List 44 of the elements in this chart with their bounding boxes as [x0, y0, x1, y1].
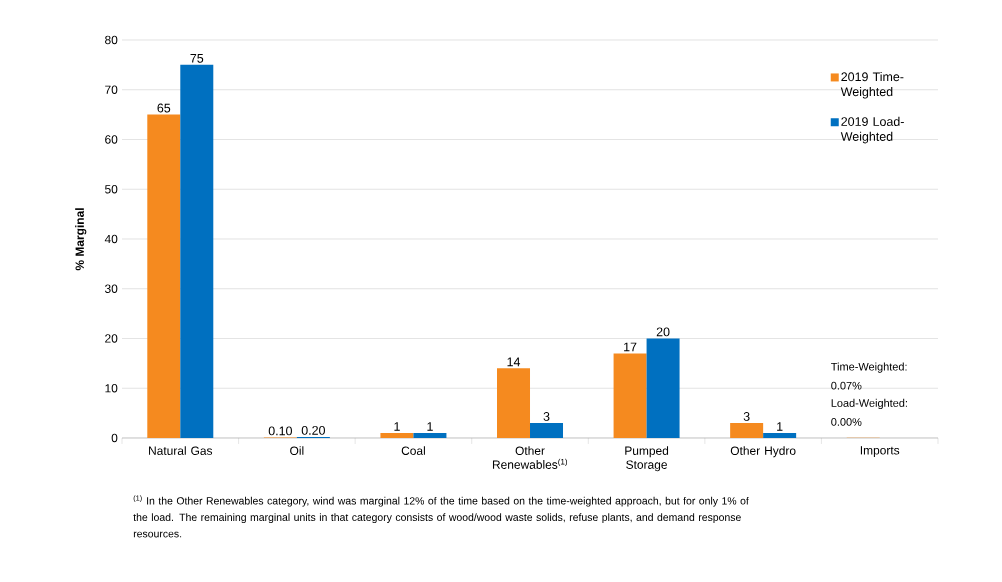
bar: [613, 353, 647, 438]
bar: [497, 368, 531, 438]
x-tick-label: Pumped Storage: [625, 446, 669, 472]
y-tick-label: 60: [105, 135, 118, 144]
y-tick-label: 0: [111, 433, 118, 443]
text: $^{(1)}$ In the Other Renewables category, wind was marginal 12% of the time based on the time-weighted approach, but for only 1% of the load. The remaining marginal units in that category consists of wood/wood waste solids, refuse plants, and demand response resources.: [133, 495, 749, 538]
bar: [763, 433, 797, 438]
x-tick-label: Natural Gas: [149, 446, 213, 455]
data-label: 3: [543, 412, 550, 421]
data-label: 75: [190, 53, 204, 63]
data-label: 20: [656, 327, 670, 337]
y-tick-label: 50: [105, 185, 118, 194]
data-label: 65: [157, 103, 171, 113]
y-tick-label: 70: [105, 85, 118, 94]
x-tick-label: Other Renewables$^{(1)}$: [492, 446, 568, 469]
y-tick-label: 20: [105, 334, 118, 343]
data-label: 14: [507, 357, 521, 367]
data-label: 1: [427, 422, 433, 431]
y-axis-title: % Marginal: [75, 208, 87, 271]
legend-label: 2019 Time-Weighted: [840, 72, 904, 99]
x-tick-label: Coal: [401, 446, 425, 455]
y-tick-label: 80: [105, 35, 118, 45]
data-label: 0.20: [301, 425, 325, 435]
x-tick-label: Other Hydro: [730, 446, 796, 458]
bar: [646, 338, 680, 438]
y-tick-label: 30: [104, 284, 118, 293]
legend-label: 2019 Load-Weighted: [840, 116, 904, 144]
y-tick-label: 10: [105, 384, 118, 393]
data-label: 1: [394, 422, 400, 431]
data-label: 1: [777, 422, 783, 431]
data-label: 17: [624, 342, 637, 352]
x-tick-label: Imports: [860, 446, 900, 457]
annotation: Time-Weighted: 0.07%: [831, 362, 907, 390]
annotation: Load-Weighted: 0.00%: [831, 398, 907, 426]
bar: [180, 64, 214, 438]
bar: [413, 433, 447, 438]
y-tick-label: 40: [104, 234, 118, 244]
bar: [147, 114, 181, 438]
data-label: 0.10: [268, 426, 292, 436]
bar: [530, 423, 564, 438]
bar: [380, 433, 414, 438]
data-label: 3: [743, 412, 750, 421]
x-tick-label: Oil: [290, 446, 304, 455]
bar: [730, 423, 764, 438]
